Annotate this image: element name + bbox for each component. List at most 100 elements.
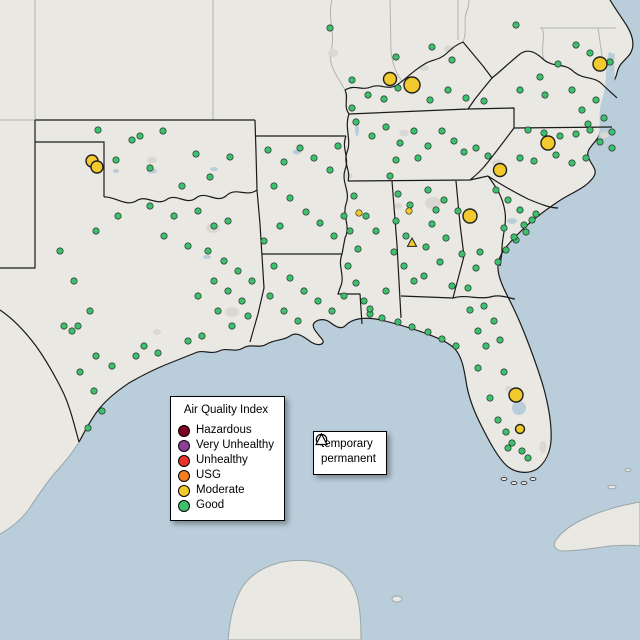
aqi-marker-good [346,227,354,235]
aqi-marker-good [586,49,594,57]
aqi-marker-good [328,307,336,315]
aqi-marker-moderate-temporary [540,135,556,151]
unhealthy-color-dot [178,454,190,467]
aqi-marker-good [516,86,524,94]
aqi-legend-title: Air Quality Index [183,404,269,416]
legend-item-label: Moderate [196,484,245,496]
aqi-marker-good [276,222,284,230]
aqi-marker-good [510,233,518,241]
aqi-marker-good [352,118,360,126]
aqi-marker-good [220,257,228,265]
yucatan-peninsula [227,559,362,640]
aqi-marker-good [84,424,92,432]
aqi-marker-good [464,284,472,292]
aqi-marker-good [354,245,362,253]
aqi-marker-good [56,247,64,255]
aqi-marker-moderate [405,207,413,215]
aqi-marker-good [494,416,502,424]
aqi-marker-good [280,158,288,166]
bahamas-island [607,484,617,490]
aqi-marker-good [406,201,414,209]
aqi-marker-good [198,332,206,340]
aqi-marker-good [178,182,186,190]
aqi-marker-good [494,258,502,266]
legend-item-label: permanent [321,453,376,465]
aqi-marker-good [92,227,100,235]
aqi-marker-good [540,129,548,137]
aqi-marker-good [260,237,268,245]
aqi-marker-good [310,154,318,162]
aqi-marker-good [86,307,94,315]
aqi-marker-moderate-temporary [592,56,608,72]
aqi-marker-good [541,91,549,99]
aqi-marker-good [568,159,576,167]
aqi-marker-good [592,96,600,104]
aqi-marker-good [396,139,404,147]
aqi-marker-good [286,194,294,202]
aqi-marker-good [146,164,154,172]
aqi-marker-moderate-permanent [406,236,418,247]
aqi-marker-good [352,279,360,287]
aqi-marker-good [596,138,604,146]
aqi-marker-good [458,250,466,258]
aqi-marker-good [410,127,418,135]
aqi-marker-good [206,173,214,181]
aqi-marker-good [368,132,376,140]
aqi-marker-good [248,277,256,285]
aqi-marker-good [586,126,594,134]
aqi-marker-good [578,106,586,114]
aqi-marker-good [440,196,448,204]
aqi-marker-good [500,224,508,232]
aqi-marker-good [568,86,576,94]
aqi-marker-good [280,307,288,315]
aqi-marker-good [224,287,232,295]
aqi-marker-good [480,302,488,310]
aqi-marker-good [154,349,162,357]
state-borders-primary [0,41,618,443]
aqi-marker-good [486,394,494,402]
aqi-marker-moderate-temporary [90,160,104,174]
aqi-marker-good [350,192,358,200]
aqi-marker-good [382,123,390,131]
legend-item-hazardous: Hazardous [178,423,274,438]
aqi-marker-good [504,444,512,452]
aqi-marker-good [428,43,436,51]
aqi-marker-good [480,97,488,105]
aqi-marker-good [170,212,178,220]
aqi-marker-moderate-temporary [492,162,508,178]
aqi-marker-good [238,297,246,305]
legend-item-label: Unhealthy [196,454,248,466]
hazardous-color-dot [178,424,190,437]
aqi-marker-good [496,336,504,344]
aqi-marker-good [424,142,432,150]
aqi-marker-good [518,447,526,455]
aqi-marker-good [554,60,562,68]
aqi-marker-good [360,297,368,305]
aqi-marker-good [502,428,510,436]
aqi-markers-layer [56,21,616,462]
aqi-marker-good [474,327,482,335]
aqi-marker-good [60,322,68,330]
aqi-marker-good [394,84,402,92]
aqi-marker-good [492,186,500,194]
aqi-marker-moderate-temporary [514,423,526,435]
aqi-marker-good [136,132,144,140]
aqi-marker-good [192,150,200,158]
aqi-marker-good [438,127,446,135]
aqi-marker-good [520,221,528,229]
shape-legend: temporary permanent [313,431,387,475]
aqi-marker-good [386,172,394,180]
aqi-marker-good [98,407,106,415]
aqi-marker-good [428,220,436,228]
aqi-marker-good [128,136,136,144]
aqi-marker-good [244,312,252,320]
aqi-marker-good [390,248,398,256]
aqi-marker-good [524,454,532,462]
aqi-marker-good [584,120,592,128]
aqi-marker-good [372,227,380,235]
aqi-marker-good [552,151,560,159]
aqi-marker-good [476,248,484,256]
aqi-marker-good [472,144,480,152]
aqi-marker-good [432,206,440,214]
cozumel-island [391,595,403,603]
